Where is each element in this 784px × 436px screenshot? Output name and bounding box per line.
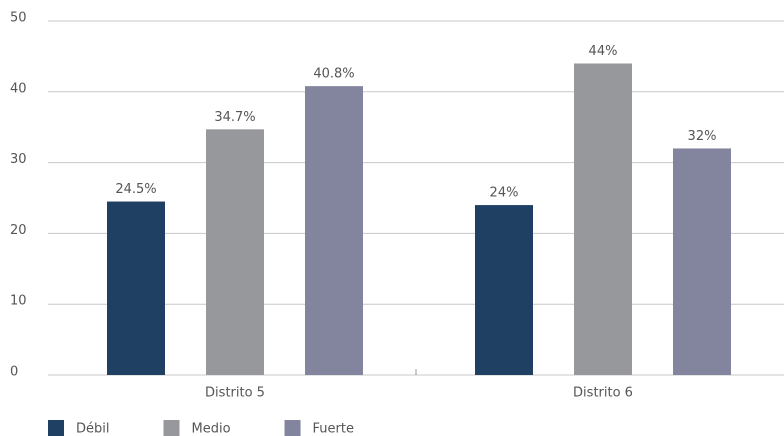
data-label: 24.5% <box>115 182 156 197</box>
legend-swatch <box>163 420 180 436</box>
x-tick-label: Distrito 5 <box>205 386 265 401</box>
y-tick-label: 50 <box>10 11 27 26</box>
bar <box>107 201 165 375</box>
legend-swatch <box>48 420 64 436</box>
y-tick-label: 10 <box>10 294 27 309</box>
data-label: 44% <box>589 44 618 59</box>
bar <box>673 148 731 375</box>
x-tick-label: Distrito 6 <box>573 386 633 401</box>
data-label: 24% <box>490 186 519 201</box>
data-label: 34.7% <box>214 110 255 125</box>
y-tick-label: 40 <box>10 81 27 96</box>
data-label: 40.8% <box>313 67 354 82</box>
y-tick-label: 20 <box>10 223 27 238</box>
bar <box>475 205 533 375</box>
y-tick-label: 0 <box>10 365 18 380</box>
bar <box>574 63 632 375</box>
bar <box>206 129 264 375</box>
legend-swatch <box>284 420 301 436</box>
y-tick-label: 30 <box>10 152 27 167</box>
bar <box>305 86 363 376</box>
legend-label: Medio <box>191 422 230 436</box>
legend-label: Débil <box>76 422 109 436</box>
data-label: 32% <box>688 129 717 144</box>
legend-label: Fuerte <box>313 422 354 436</box>
